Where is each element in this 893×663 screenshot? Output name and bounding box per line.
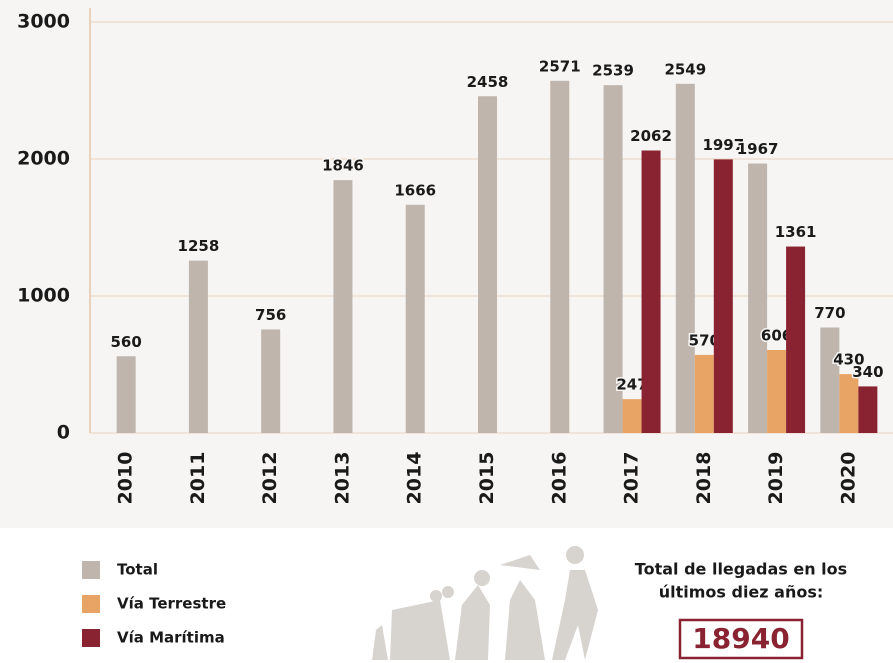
- legend-label: Vía Marítima: [117, 629, 225, 647]
- x-tick-label: 2014: [404, 452, 426, 505]
- y-tick-label: 0: [57, 422, 70, 444]
- legend-swatch: [82, 595, 100, 613]
- summary-value: 18940: [692, 622, 789, 655]
- bar: [695, 355, 714, 433]
- legend-label: Vía Terrestre: [117, 595, 226, 613]
- x-tick-label: 2016: [548, 452, 570, 505]
- x-tick-label: 2010: [115, 452, 137, 505]
- bar: [748, 164, 767, 433]
- value-label: 1361: [775, 223, 817, 241]
- bar: [478, 96, 497, 433]
- x-tick-label: 2011: [187, 452, 209, 505]
- bar: [714, 159, 733, 433]
- summary-line: Total de llegadas en los: [635, 560, 847, 579]
- bar: [189, 261, 208, 433]
- bar: [676, 84, 695, 433]
- legend-swatch: [82, 561, 100, 579]
- x-tick-label: 2020: [837, 452, 859, 505]
- value-label: 2549: [664, 60, 706, 78]
- x-tick-label: 2012: [259, 452, 281, 505]
- bar: [623, 399, 642, 433]
- silhouettes: [372, 546, 598, 660]
- value-label: 560: [110, 333, 141, 351]
- value-label: 340: [852, 363, 883, 381]
- legend-swatch: [82, 629, 100, 647]
- bar: [117, 356, 136, 433]
- x-tick-label: 2019: [765, 452, 787, 505]
- y-tick-label: 1000: [17, 285, 70, 307]
- value-label: 1846: [322, 157, 364, 175]
- value-label: 1967: [737, 140, 779, 158]
- bar: [333, 180, 352, 433]
- chart: Total de llegadas en los últimos diez añ…: [0, 0, 893, 663]
- value-label: 1258: [178, 237, 220, 255]
- bar: [261, 329, 280, 433]
- value-label: 2062: [630, 127, 672, 145]
- value-label: 2539: [592, 62, 634, 80]
- bar: [839, 374, 858, 433]
- value-label: 756: [255, 306, 286, 324]
- bar: [406, 205, 425, 433]
- x-tick-label: 2017: [621, 452, 643, 505]
- value-label: 2571: [539, 57, 581, 75]
- x-tick-label: 2018: [693, 452, 715, 505]
- bar: [642, 151, 661, 433]
- x-tick-label: 2015: [476, 452, 498, 505]
- value-label: 770: [814, 304, 845, 322]
- bar: [550, 81, 569, 433]
- summary-line: últimos diez años:: [659, 583, 824, 602]
- bar: [786, 247, 805, 433]
- y-tick-label: 2000: [17, 148, 70, 170]
- x-tick-label: 2013: [331, 452, 353, 505]
- value-label: 2458: [467, 73, 509, 91]
- legend-label: Total: [117, 561, 158, 579]
- bar: [820, 328, 839, 433]
- value-label: 1666: [394, 181, 436, 199]
- y-tick-label: 3000: [17, 11, 70, 33]
- bar: [858, 386, 877, 433]
- bar: [767, 350, 786, 433]
